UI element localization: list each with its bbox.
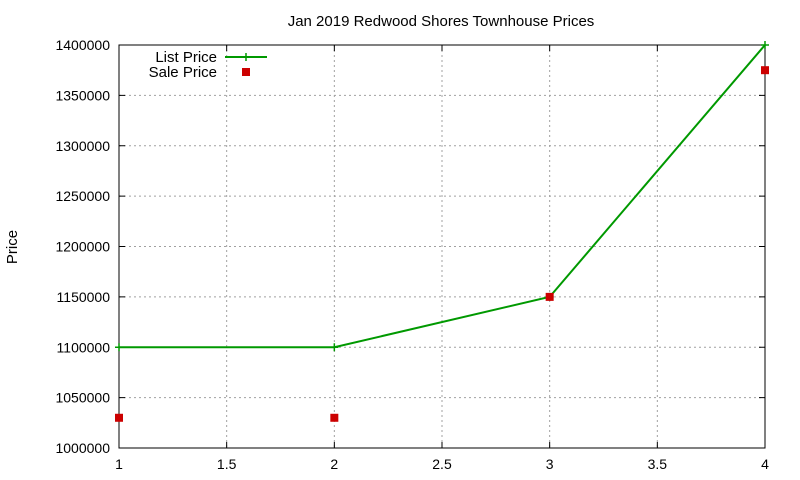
series-sale-price: [115, 66, 769, 422]
x-tick-label: 2: [330, 456, 338, 472]
x-tick-label: 3.5: [648, 456, 668, 472]
data-point: [761, 41, 769, 49]
chart-title: Jan 2019 Redwood Shores Townhouse Prices: [288, 13, 595, 30]
data-point: [115, 413, 123, 422]
series-layer: [115, 41, 769, 422]
y-tick-label: 1250000: [55, 188, 110, 204]
y-tick-labels: 1000000 1050000 1100000 1150000 1200000 12500…: [55, 37, 110, 456]
x-tick-label: 2.5: [432, 456, 452, 472]
legend-square-swatch: [242, 68, 250, 76]
y-axis-label: Price: [4, 230, 21, 264]
x-tick-label: 3: [546, 456, 554, 472]
legend-label: Sale Price: [149, 64, 217, 81]
y-tick-label: 1200000: [55, 239, 110, 255]
y-tick-label: 1050000: [55, 390, 110, 406]
y-tick-label: 1100000: [57, 339, 111, 355]
x-tick-label: 4: [761, 456, 769, 472]
series-line: [119, 44, 766, 349]
data-point: [115, 343, 123, 352]
grid: [119, 45, 765, 448]
data-point: [545, 292, 554, 301]
y-tick-label: 1350000: [55, 87, 110, 103]
y-tick-label: 1150000: [57, 289, 111, 305]
data-point: [761, 66, 769, 75]
data-point: [330, 413, 339, 422]
y-tick-label: 1000000: [55, 440, 110, 456]
x-tick-labels: 1 1.5 2 2.5 3 3.5 4: [115, 456, 769, 472]
y-tick-label: 1400000: [55, 37, 110, 53]
y-tick-label: 1300000: [55, 138, 110, 154]
x-tick-label: 1.5: [217, 456, 237, 472]
x-tick-label: 1: [115, 456, 123, 472]
data-point: [330, 343, 339, 352]
legend-label: List Price: [155, 49, 217, 66]
